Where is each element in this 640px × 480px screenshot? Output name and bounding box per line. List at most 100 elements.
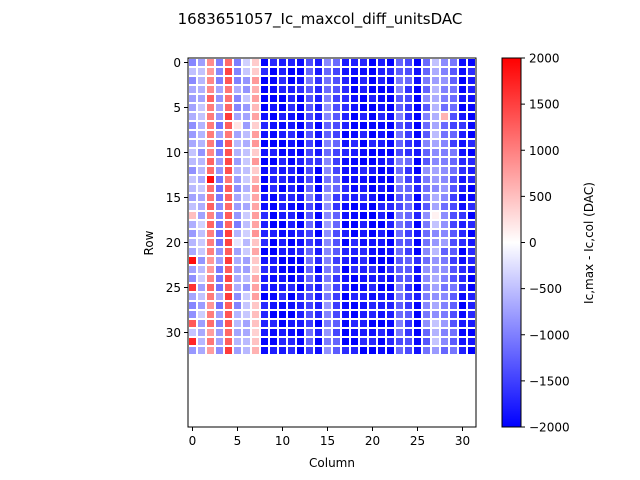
heatmap-cell [378, 230, 385, 237]
heatmap-cell [261, 302, 268, 309]
heatmap-cell [315, 131, 322, 138]
heatmap-cell [468, 194, 475, 201]
heatmap-cell [207, 131, 214, 138]
heatmap-cell [189, 140, 196, 147]
heatmap-cell [207, 275, 214, 282]
heatmap-cell [306, 347, 313, 354]
heatmap-cell [423, 131, 430, 138]
heatmap-cell [216, 104, 223, 111]
heatmap-cell [252, 347, 259, 354]
heatmap-cell [342, 185, 349, 192]
heatmap-cell [306, 275, 313, 282]
heatmap-cell [378, 140, 385, 147]
heatmap-cell [342, 347, 349, 354]
heatmap-cell [234, 320, 241, 327]
heatmap-cell [189, 203, 196, 210]
heatmap-cell [387, 86, 394, 93]
heatmap-cell [378, 347, 385, 354]
heatmap-cell [207, 59, 214, 66]
heatmap-cell [450, 68, 457, 75]
heatmap-cell [324, 95, 331, 102]
y-tick-label: 5 [173, 101, 181, 115]
heatmap-cell [351, 320, 358, 327]
heatmap-cell [306, 158, 313, 165]
heatmap-cell [387, 311, 394, 318]
heatmap-cell [189, 212, 196, 219]
heatmap-cell [216, 95, 223, 102]
heatmap-cell [405, 338, 412, 345]
heatmap-cell [342, 221, 349, 228]
heatmap-cell [297, 131, 304, 138]
heatmap-cell [243, 302, 250, 309]
heatmap-cell [441, 104, 448, 111]
heatmap-cell [414, 302, 421, 309]
heatmap-cell [252, 167, 259, 174]
heatmap-cell [387, 95, 394, 102]
heatmap-cell [423, 347, 430, 354]
heatmap-cell [414, 59, 421, 66]
heatmap-cell [306, 203, 313, 210]
heatmap-cell [378, 311, 385, 318]
heatmap-cell [378, 329, 385, 336]
heatmap-cell [189, 266, 196, 273]
heatmap-cell [360, 140, 367, 147]
heatmap-cell [315, 104, 322, 111]
heatmap-cell [360, 212, 367, 219]
heatmap-cell [234, 257, 241, 264]
heatmap-cell [432, 230, 439, 237]
heatmap-cell [387, 266, 394, 273]
heatmap-cell [198, 257, 205, 264]
heatmap-cell [423, 185, 430, 192]
heatmap-cell [243, 194, 250, 201]
heatmap-cell [396, 122, 403, 129]
heatmap-cell [279, 158, 286, 165]
heatmap-cell [216, 149, 223, 156]
heatmap-cell [441, 338, 448, 345]
heatmap-cell [378, 86, 385, 93]
heatmap-cell [423, 86, 430, 93]
heatmap-cell [243, 140, 250, 147]
heatmap-cell [360, 167, 367, 174]
heatmap-cell [252, 176, 259, 183]
heatmap-cell [207, 347, 214, 354]
heatmap-cell [279, 77, 286, 84]
heatmap-cell [252, 194, 259, 201]
heatmap-cell [234, 122, 241, 129]
heatmap-cell [198, 104, 205, 111]
heatmap-cell [414, 86, 421, 93]
heatmap-cell [369, 77, 376, 84]
heatmap-cell [378, 59, 385, 66]
heatmap-cell [468, 293, 475, 300]
heatmap-cell [225, 293, 232, 300]
heatmap-cell [252, 320, 259, 327]
heatmap-cell [315, 329, 322, 336]
heatmap-cell [450, 338, 457, 345]
heatmap-cell [333, 338, 340, 345]
heatmap-cell [423, 194, 430, 201]
heatmap-cell [198, 59, 205, 66]
heatmap-cell [207, 68, 214, 75]
heatmap-cell [414, 320, 421, 327]
heatmap-cell [261, 239, 268, 246]
heatmap-cell [288, 230, 295, 237]
heatmap-cell [261, 284, 268, 291]
heatmap-cell [450, 194, 457, 201]
heatmap-cell [270, 167, 277, 174]
heatmap-cell [450, 239, 457, 246]
heatmap-cell [423, 122, 430, 129]
heatmap-cell [378, 122, 385, 129]
heatmap-cell [351, 131, 358, 138]
heatmap-cell [297, 212, 304, 219]
heatmap-cell [360, 95, 367, 102]
heatmap-cell [423, 95, 430, 102]
heatmap-cell [432, 131, 439, 138]
heatmap-cell [369, 86, 376, 93]
heatmap-cell [360, 149, 367, 156]
heatmap-cell [405, 311, 412, 318]
heatmap-cell [234, 266, 241, 273]
heatmap-cell [342, 230, 349, 237]
heatmap-cell [351, 275, 358, 282]
heatmap-cell [459, 158, 466, 165]
heatmap-cell [216, 185, 223, 192]
heatmap-cell [324, 320, 331, 327]
